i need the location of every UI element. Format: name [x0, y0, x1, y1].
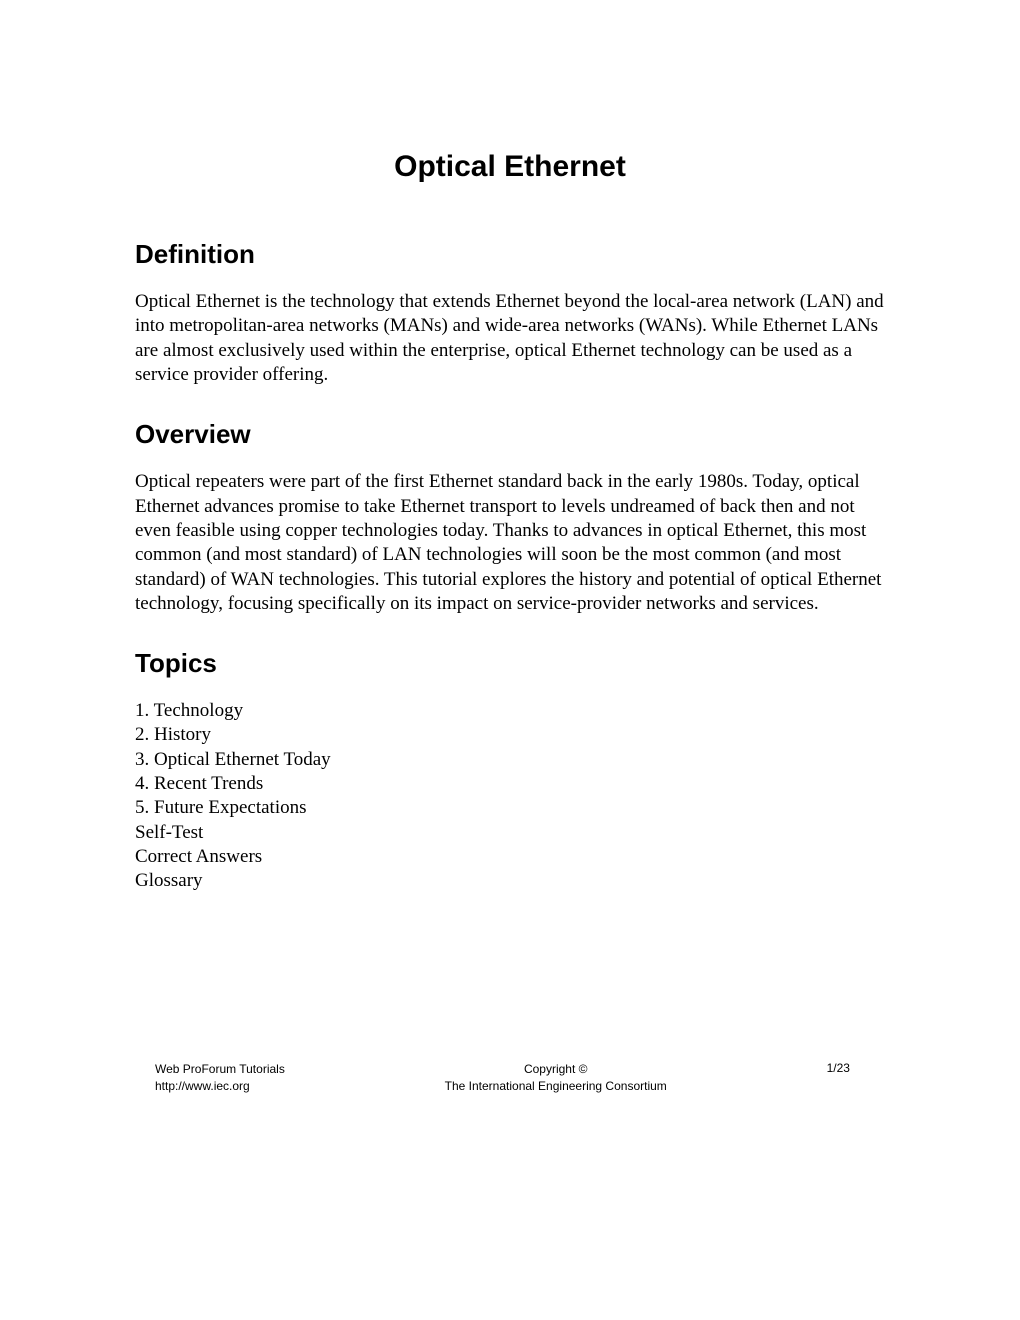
topic-item: 3. Optical Ethernet Today: [135, 748, 885, 772]
page-footer: Web ProForum Tutorials http://www.iec.or…: [0, 1061, 1020, 1095]
topic-item: 5. Future Expectations: [135, 796, 885, 820]
footer-center: Copyright © The International Engineerin…: [445, 1061, 667, 1095]
footer-url: http://www.iec.org: [155, 1078, 285, 1095]
topic-item: 2. History: [135, 723, 885, 747]
overview-heading: Overview: [135, 419, 885, 450]
topic-item: 1. Technology: [135, 699, 885, 723]
topic-item: Correct Answers: [135, 845, 885, 869]
footer-left: Web ProForum Tutorials http://www.iec.or…: [155, 1061, 285, 1095]
topics-heading: Topics: [135, 648, 885, 679]
page-number: 1/23: [827, 1061, 850, 1075]
definition-body: Optical Ethernet is the technology that …: [135, 290, 885, 387]
footer-copyright: Copyright ©: [445, 1061, 667, 1078]
topics-list: 1. Technology 2. History 3. Optical Ethe…: [135, 699, 885, 894]
topic-item: Glossary: [135, 869, 885, 893]
definition-heading: Definition: [135, 239, 885, 270]
topic-item: Self-Test: [135, 821, 885, 845]
document-title: Optical Ethernet: [135, 150, 885, 184]
document-page: Optical Ethernet Definition Optical Ethe…: [0, 0, 1020, 894]
overview-body: Optical repeaters were part of the first…: [135, 470, 885, 616]
footer-organization: The International Engineering Consortium: [445, 1078, 667, 1095]
footer-source: Web ProForum Tutorials: [155, 1061, 285, 1078]
topic-item: 4. Recent Trends: [135, 772, 885, 796]
footer-right: 1/23: [827, 1061, 850, 1075]
